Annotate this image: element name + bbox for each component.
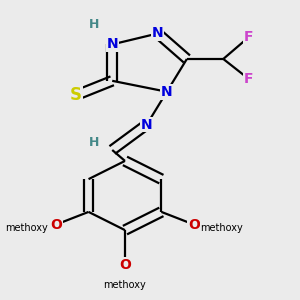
Text: S: S bbox=[70, 86, 82, 104]
Text: O: O bbox=[50, 218, 62, 232]
Text: H: H bbox=[89, 136, 99, 149]
Text: methoxy: methoxy bbox=[5, 223, 48, 233]
Text: methoxy: methoxy bbox=[200, 223, 243, 233]
Text: H: H bbox=[89, 18, 99, 31]
Text: F: F bbox=[244, 30, 254, 44]
Text: methoxy: methoxy bbox=[103, 280, 146, 290]
Text: N: N bbox=[152, 26, 164, 40]
Text: O: O bbox=[188, 218, 200, 232]
Text: N: N bbox=[106, 38, 118, 51]
Text: N: N bbox=[141, 118, 153, 131]
Text: O: O bbox=[119, 258, 131, 272]
Text: F: F bbox=[244, 72, 254, 86]
Text: N: N bbox=[161, 85, 173, 99]
